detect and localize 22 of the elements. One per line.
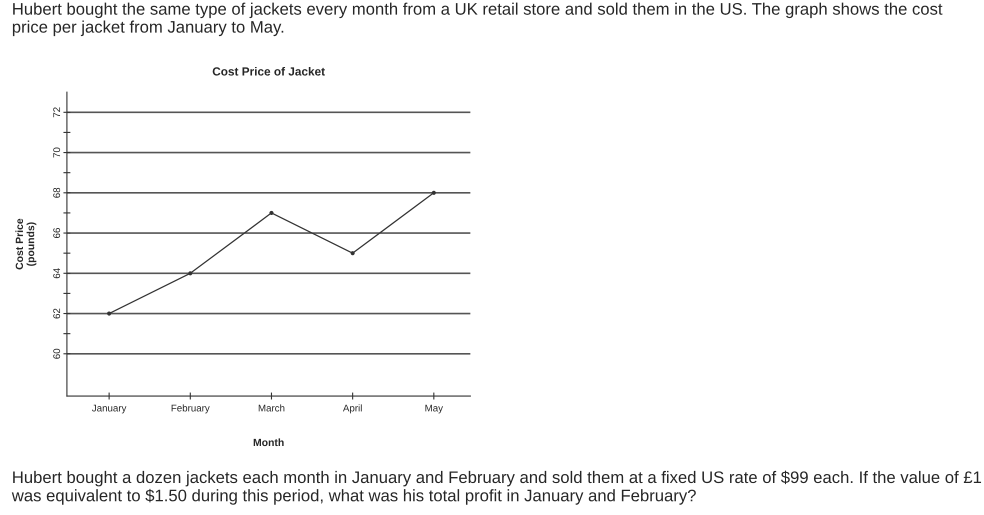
point [188,271,192,276]
x-tick-label: May [425,404,443,414]
point [107,311,112,316]
x-axis-title: Month [254,438,284,446]
x-tick-label: January [92,404,126,414]
text: Hubert bought a dozen jackets each month in January and February and sold them at a fixed US rate of $99 each. If the value of £1 was equivalent to $1.50 during this period, what was his total profit in January and February? [12,470,982,505]
y-tick-label: 60 [53,348,60,359]
y-tick-label: 72 [53,107,60,118]
point [350,251,355,256]
y-tick-label: 70 [53,148,60,158]
point [432,190,436,195]
y-tick-label: 66 [53,228,60,238]
y-tick-label: 62 [53,308,60,318]
chart-title: Cost Price of Jacket [212,66,325,76]
y-tick-label: 68 [53,188,60,198]
y-tick-label: 64 [53,268,60,278]
x-tick-label: February [172,404,210,414]
point [269,210,274,216]
y-axis-title: Cost Price (pounds) [15,218,36,270]
x-tick-label: March [258,404,284,412]
text: Hubert bought the same type of jackets every month from a UK retail store and sold them in the US. The graph shows the cost price per jacket from January to May. [12,2,942,36]
x-tick-label: April [342,404,362,414]
